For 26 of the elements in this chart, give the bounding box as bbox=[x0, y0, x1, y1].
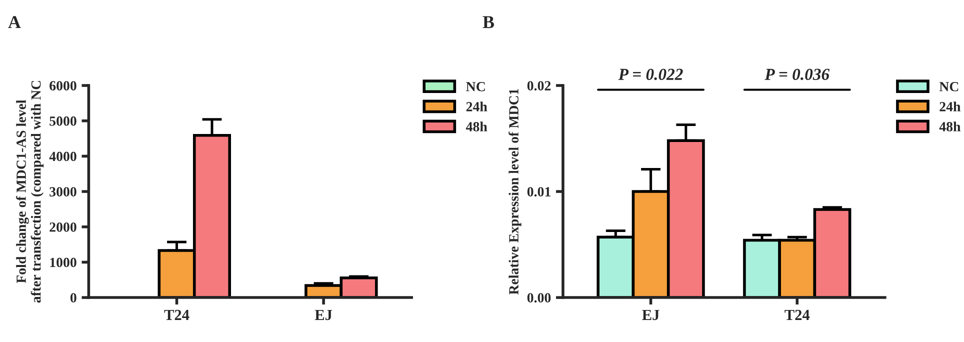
text: P = 0.022 bbox=[618, 68, 683, 80]
legend-label: 24h bbox=[940, 102, 961, 112]
y-tick-label: 6000 bbox=[50, 81, 76, 90]
y-tick-label: 2000 bbox=[50, 222, 76, 232]
y-tick-label: 4000 bbox=[49, 152, 76, 162]
y-tick-label: 0.01 bbox=[527, 187, 550, 197]
y-tick-label: 5000 bbox=[50, 116, 76, 126]
y-tick-label: 1000 bbox=[50, 258, 76, 268]
legend-label: NC bbox=[939, 82, 958, 92]
x-tick-label: T24 bbox=[164, 310, 190, 320]
y-tick-label: 0 bbox=[70, 293, 76, 302]
y-axis-title: Fold change of MDC1-AS level after transfection (compared with NC bbox=[16, 80, 44, 303]
x-tick-label: T24 bbox=[784, 310, 810, 320]
text: P = 0.036 bbox=[764, 68, 830, 80]
legend-label: 48h bbox=[939, 122, 961, 132]
legend-label: 24h bbox=[466, 102, 488, 112]
x-tick-label: EJ bbox=[642, 310, 660, 320]
chart-title: B bbox=[482, 16, 494, 28]
y-tick-label: 3000 bbox=[50, 187, 76, 196]
y-axis-title: Relative Expression level of MDC1 bbox=[508, 88, 522, 295]
legend-label: NC bbox=[466, 82, 485, 92]
chart-title: A bbox=[8, 16, 21, 28]
y-tick-label: 0.00 bbox=[527, 293, 551, 303]
legend-label: 48h bbox=[466, 122, 488, 132]
y-tick-label: 0.02 bbox=[527, 81, 551, 91]
x-tick-label: EJ bbox=[314, 310, 332, 320]
